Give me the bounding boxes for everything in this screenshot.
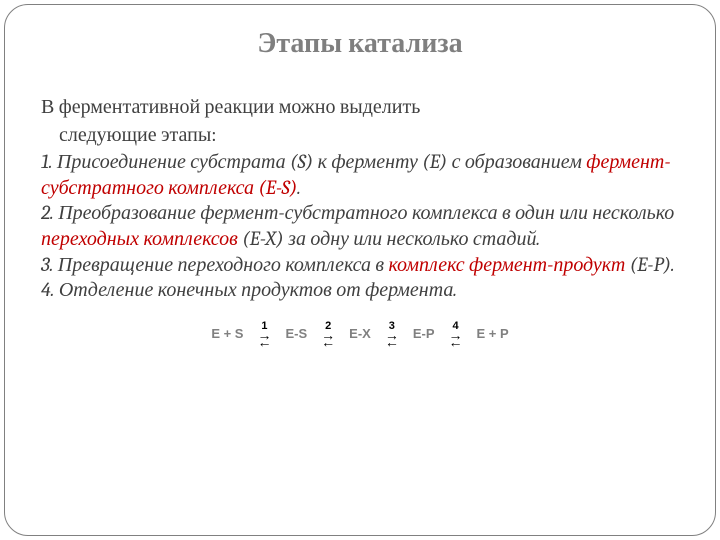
intro-line-2: следующие этапы:: [41, 122, 679, 148]
reaction-state-0: E + S: [211, 326, 243, 343]
reaction-arrows-4: → ←: [449, 332, 463, 347]
slide-frame: Этапы катализа В ферментативной реакции …: [4, 4, 716, 536]
arrow-left-icon: ←: [385, 339, 399, 347]
step-1-text-a: 1. Присоединение субстрата (S) к фермент…: [41, 150, 586, 173]
reaction-arrows-3: → ←: [385, 332, 399, 347]
step-3: 3. Превращение переходного комплекса в к…: [41, 252, 679, 278]
step-2-text-c: (E-X) за одну или несколько стадий.: [238, 227, 540, 250]
reaction-arrows-2: → ←: [321, 332, 335, 347]
reaction-step-2: 2 → ←: [321, 321, 335, 347]
reaction-arrows-1: → ←: [257, 332, 271, 347]
arrow-left-icon: ←: [321, 339, 335, 347]
reaction-state-4: E + P: [477, 326, 509, 343]
step-3-text-c: (E-P).: [625, 253, 674, 276]
intro-line-1: В ферментативной реакции можно выделить: [41, 94, 679, 120]
reaction-state-2: E-X: [349, 326, 371, 343]
step-2-highlight: переходных комплексов: [41, 227, 238, 250]
step-1: 1. Присоединение субстрата (S) к фермент…: [41, 149, 679, 200]
step-4: 4. Отделение конечных продуктов от ферме…: [41, 277, 679, 303]
step-3-text-a: 3. Превращение переходного комплекса в: [41, 253, 388, 276]
reaction-step-3: 3 → ←: [385, 321, 399, 347]
reaction-step-1: 1 → ←: [257, 321, 271, 347]
step-1-text-c: .: [297, 176, 301, 199]
reaction-scheme: E + S 1 → ← E-S 2 → ← E-X 3 →: [41, 321, 679, 347]
arrow-left-icon: ←: [449, 339, 463, 347]
reaction-state-3: E-P: [413, 326, 435, 343]
arrow-left-icon: ←: [257, 339, 271, 347]
slide-content: В ферментативной реакции можно выделить …: [41, 94, 679, 347]
reaction-step-4: 4 → ←: [449, 321, 463, 347]
slide-title: Этапы катализа: [41, 27, 679, 60]
reaction-state-1: E-S: [285, 326, 307, 343]
step-2: 2. Преобразование фермент-субстратного к…: [41, 200, 679, 251]
step-2-text-a: 2. Преобразование фермент-субстратного к…: [41, 201, 674, 224]
step-3-highlight: комплекс фермент-продукт: [388, 253, 625, 276]
